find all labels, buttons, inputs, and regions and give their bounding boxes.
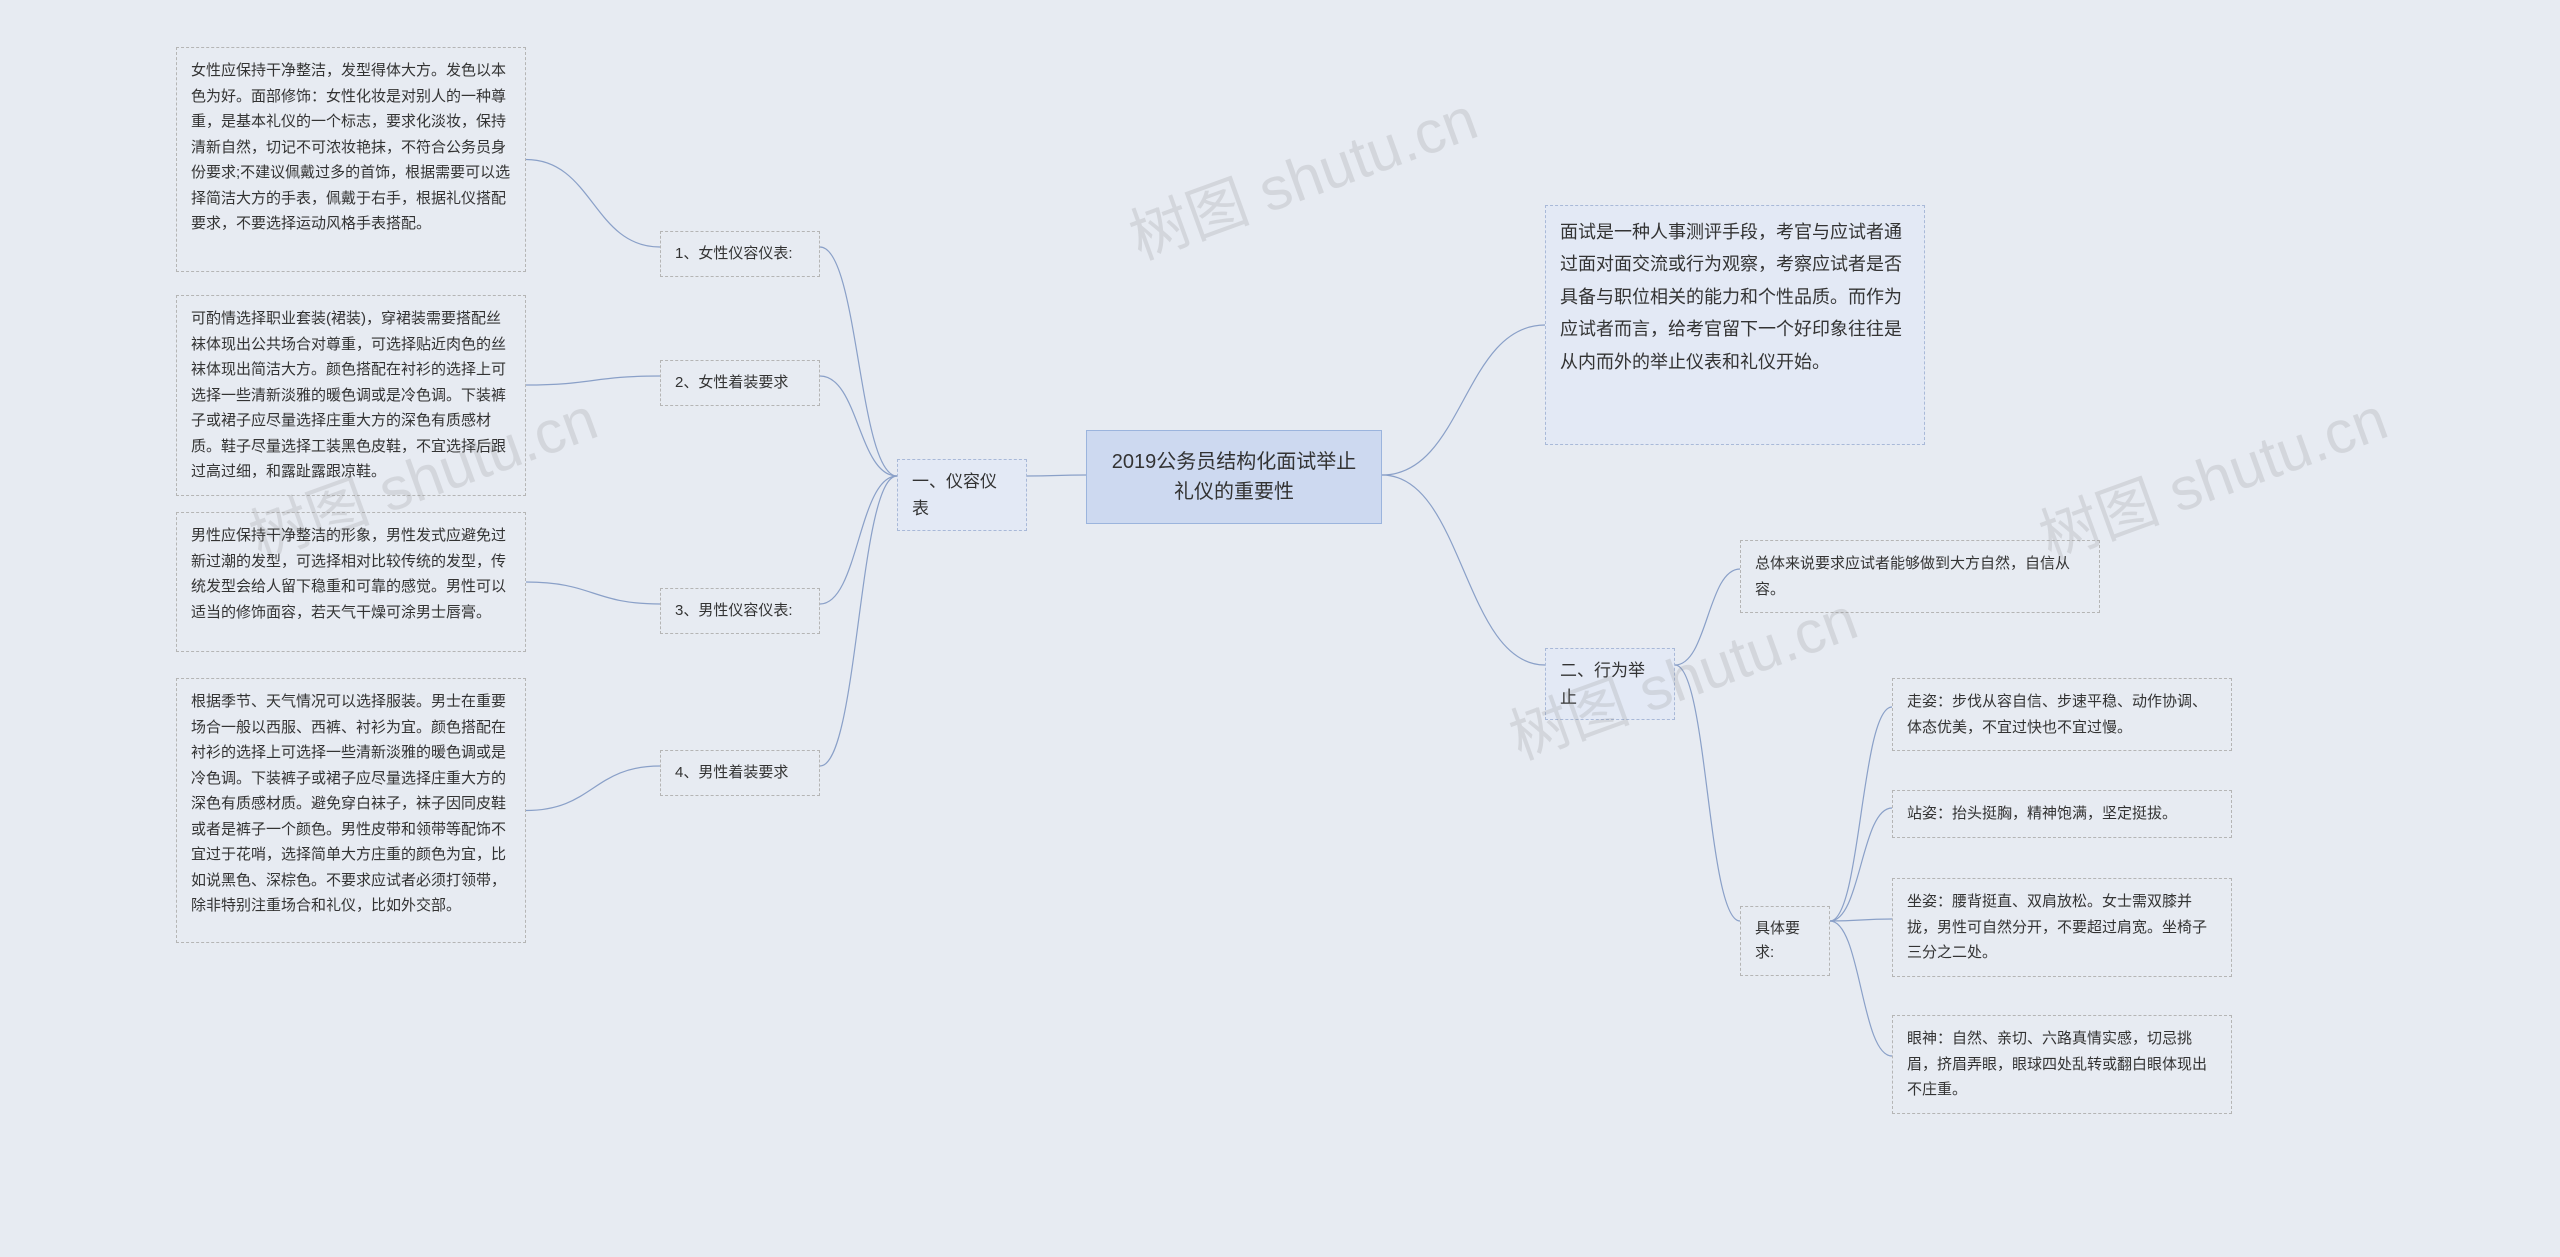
right-overall: 总体来说要求应试者能够做到大方自然，自信从容。	[1740, 540, 2100, 613]
left-item-2-label: 2、女性着装要求	[660, 360, 820, 406]
left-item-4-label: 4、男性着装要求	[660, 750, 820, 796]
left-item-3-label: 3、男性仪容仪表:	[660, 588, 820, 634]
right-spec-4: 眼神：自然、亲切、六路真情实感，切忌挑眉，挤眉弄眼，眼球四处乱转或翻白眼体现出不…	[1892, 1015, 2232, 1114]
root-node: 2019公务员结构化面试举止礼仪的重要性	[1086, 430, 1382, 524]
left-item-4-detail: 根据季节、天气情况可以选择服装。男士在重要场合一般以西服、西裤、衬衫为宜。颜色搭…	[176, 678, 526, 943]
right-spec-label: 具体要求:	[1740, 906, 1830, 976]
right-spec-2: 站姿：抬头挺胸，精神饱满，坚定挺拔。	[1892, 790, 2232, 838]
left-item-3-detail: 男性应保持干净整洁的形象，男性发式应避免过新过潮的发型，可选择相对比较传统的发型…	[176, 512, 526, 652]
section-left: 一、仪容仪表	[897, 459, 1027, 531]
left-item-1-detail: 女性应保持干净整洁，发型得体大方。发色以本色为好。面部修饰：女性化妆是对别人的一…	[176, 47, 526, 272]
left-item-1-label: 1、女性仪容仪表:	[660, 231, 820, 277]
section-right: 二、行为举止	[1545, 648, 1675, 720]
left-item-2-detail: 可酌情选择职业套装(裙装)，穿裙装需要搭配丝袜体现出公共场合对尊重，可选择贴近肉…	[176, 295, 526, 496]
intro-node: 面试是一种人事测评手段，考官与应试者通过面对面交流或行为观察，考察应试者是否具备…	[1545, 205, 1925, 445]
right-spec-3: 坐姿：腰背挺直、双肩放松。女士需双膝并拢，男性可自然分开，不要超过肩宽。坐椅子三…	[1892, 878, 2232, 977]
watermark: 树图 shutu.cn	[1116, 70, 1487, 276]
right-spec-1: 走姿：步伐从容自信、步速平稳、动作协调、体态优美，不宜过快也不宜过慢。	[1892, 678, 2232, 751]
